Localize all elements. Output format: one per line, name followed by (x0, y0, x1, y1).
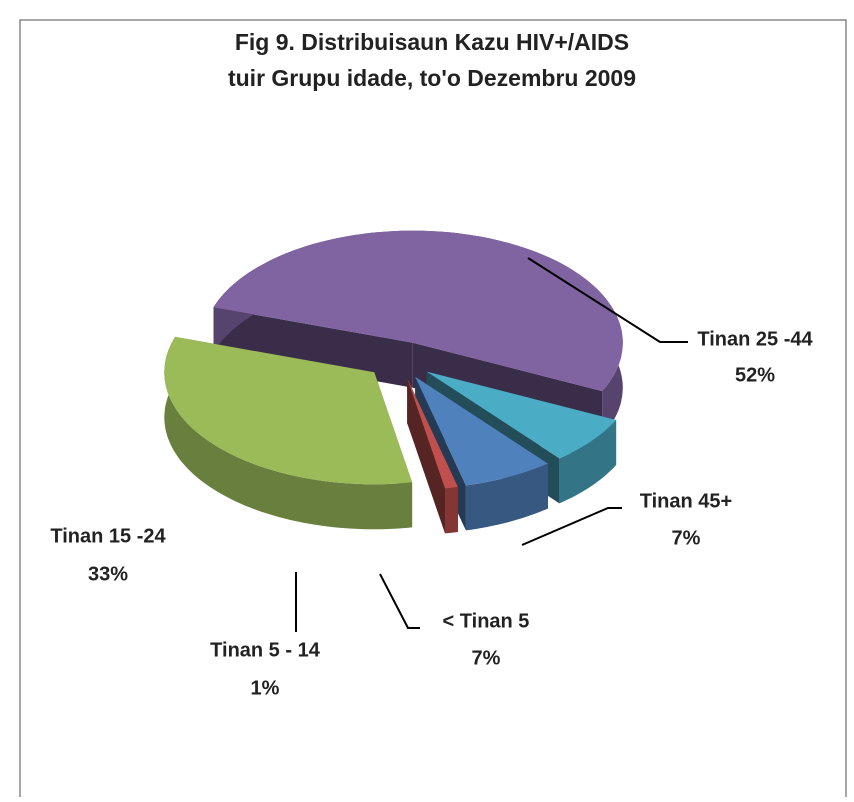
slice (407, 378, 458, 489)
slice-wall (559, 420, 617, 504)
slice-value: 7% (672, 527, 701, 549)
leader-line (527, 257, 688, 343)
chart-title: tuir Grupu idade, to'o Dezembru 2009 (228, 65, 636, 91)
leader-line (521, 507, 622, 546)
slice-label: Tinan 25 -44 (697, 328, 813, 350)
slice-label: < Tinan 5 (443, 610, 530, 632)
slice (164, 336, 413, 485)
slice-side (213, 307, 413, 388)
slice-wall (465, 463, 548, 531)
slice-wall (164, 336, 413, 530)
slice-label: Tinan 15 -24 (50, 525, 166, 547)
slice-value: 7% (472, 647, 501, 669)
slice-value: 1% (251, 677, 280, 699)
chart-title: Fig 9. Distribuisaun Kazu HIV+/AIDS (235, 29, 629, 55)
leader-line (379, 573, 420, 629)
slice-side (407, 378, 445, 534)
slice-label: Tinan 5 - 14 (210, 639, 321, 661)
slice (213, 230, 623, 392)
slice (426, 371, 617, 459)
slice-label: Tinan 45+ (640, 490, 732, 512)
slice-value: 52% (735, 364, 775, 386)
slice-wall (445, 487, 458, 534)
pie (164, 230, 623, 534)
slice (415, 376, 548, 486)
slice-value: 33% (88, 563, 128, 585)
